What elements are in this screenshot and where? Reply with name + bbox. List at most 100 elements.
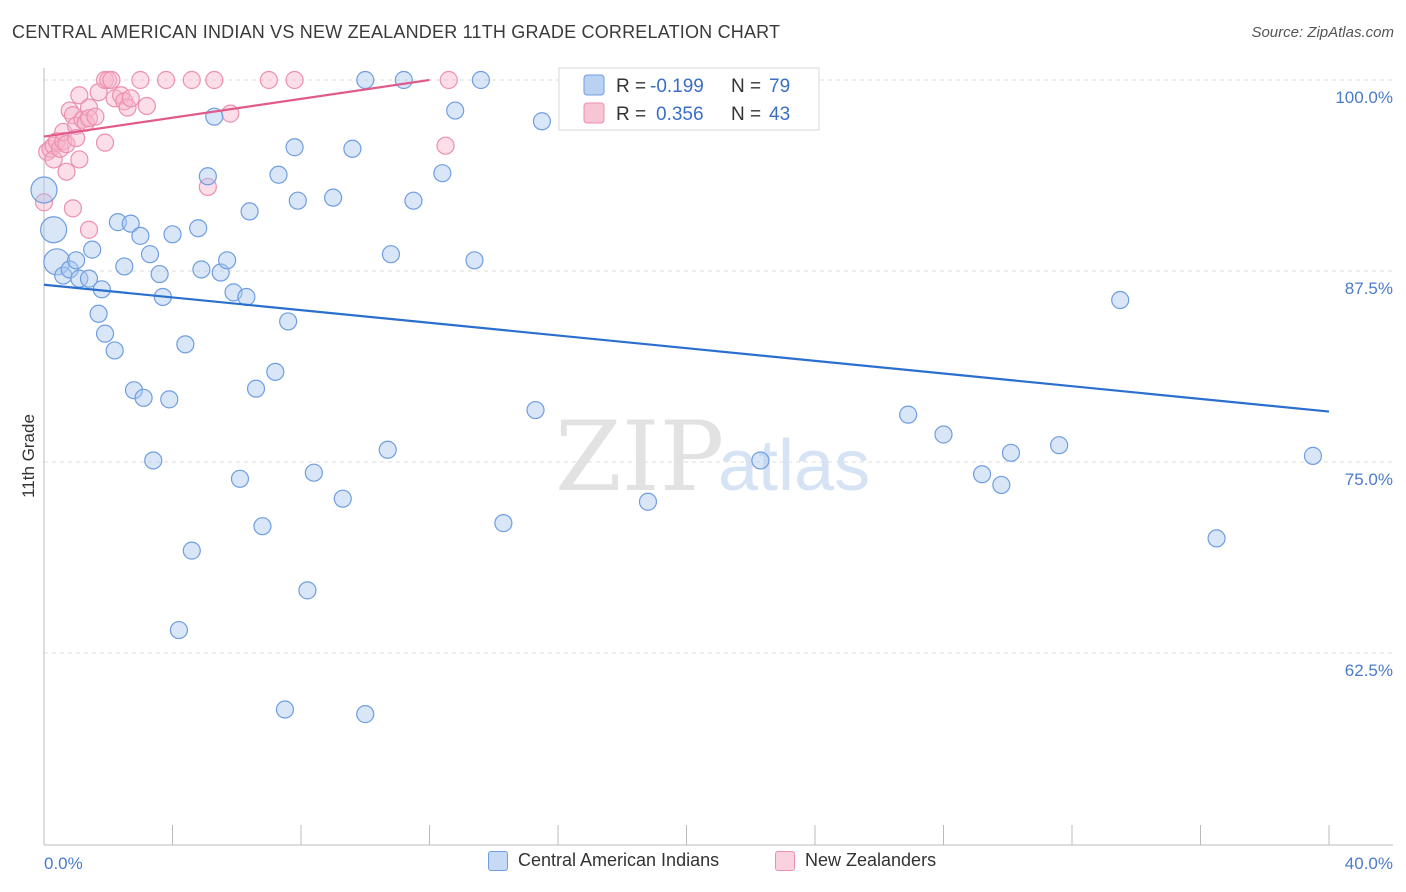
blue-point-55 [394,70,413,90]
blue-point-49 [333,489,352,508]
chart-title: CENTRAL AMERICAN INDIAN VS NEW ZEALANDER… [12,22,781,42]
legend-swatch-new-zealanders [775,850,795,871]
blue-point-19 [140,245,160,264]
pink-point-33 [121,89,140,108]
pink-point-25 [95,133,115,152]
trend-line-central-american-indians [43,283,1330,413]
watermark-atlas: atlas [718,426,870,506]
pink-point-43 [436,136,455,155]
pink-point-37 [182,70,201,90]
blue-point-24 [163,225,182,244]
legend-n-label-2: N = [731,104,761,125]
blue-point-75 [1111,290,1130,310]
y-tick-label-87.5: 87.5% [1345,279,1393,298]
blue-point-67 [751,451,770,470]
blue-point-37 [240,202,259,221]
blue-point-50 [343,139,362,158]
blue-point-69 [899,405,918,424]
legend-r-value-2: 0.356 [656,104,704,125]
blue-point-18 [134,388,153,407]
blue-point-30 [198,167,217,186]
legend-swatch-pink [583,102,605,124]
blue-point-15 [121,214,140,233]
blue-point-52 [356,70,375,90]
blue-point-40 [266,362,285,381]
pink-point-16 [70,150,89,169]
blue-point-14 [115,257,134,276]
blue-point-4 [60,260,79,279]
blue-point-70 [934,425,953,444]
blue-point-38 [246,379,266,398]
pink-point-10 [57,162,76,181]
blue-point-28 [189,219,208,238]
x-axis-ticks [43,825,1330,845]
y-tick-label-100: 100.0% [1335,88,1393,107]
blue-point-0 [30,176,58,204]
blue-point-29 [192,260,211,279]
pink-point-39 [205,70,224,90]
pink-point-28 [102,70,121,90]
legend-label-central-american-indians: Central American Indians [518,850,720,870]
pink-point-41 [259,70,278,90]
pink-point-42 [285,70,304,90]
central-american-indians-points [30,70,1323,724]
new-zealanders-points [34,70,458,239]
blue-point-9 [89,304,108,323]
blue-point-21 [150,264,169,284]
legend-item-central-american-indians: Central American Indians [488,850,719,871]
blue-point-71 [972,465,992,484]
series-legend: Central American Indians New Zealanders [0,850,1406,880]
blue-point-35 [230,469,250,488]
blue-point-60 [471,70,490,90]
legend-r-label-1: R = [616,76,646,97]
pink-point-0 [34,193,54,212]
blue-point-39 [253,517,272,536]
legend-n-label-1: N = [731,76,761,97]
correlation-legend: R = -0.199 N = 79 R = 0.356 N = 43 [558,67,820,131]
blue-point-26 [176,335,195,354]
blue-point-76 [1207,529,1226,548]
blue-point-48 [324,188,343,207]
legend-item-new-zealanders: New Zealanders [775,850,936,871]
legend-n-value-2: 43 [769,104,790,125]
pink-point-35 [137,96,156,116]
blue-point-2 [43,248,71,276]
blue-point-62 [526,400,545,420]
y-tick-labels: 100.0% 87.5% 75.0% 62.5% [1335,88,1393,680]
pink-point-15 [67,128,86,148]
blue-point-44 [285,138,304,157]
blue-point-17 [131,226,150,245]
pink-point-22 [79,220,99,239]
blue-point-61 [494,514,513,533]
y-axis-title: 11th Grade [19,414,38,498]
blue-point-25 [169,620,189,640]
pink-point-4 [44,150,63,169]
blue-point-63 [532,112,552,131]
blue-point-23 [160,390,179,409]
blue-point-33 [218,251,237,270]
watermark-zip: ZIP [555,401,724,513]
legend-swatch-central-american-indians [488,850,508,871]
blue-point-54 [381,245,401,264]
x-tick-label-max: 40.0% [1345,854,1393,873]
blue-point-47 [304,463,323,482]
blue-point-77 [1303,446,1323,465]
pink-point-23 [86,107,105,126]
blue-point-53 [378,440,397,459]
axes [43,68,1393,846]
blue-point-59 [465,251,484,270]
grid-lines [44,79,1393,654]
blue-point-56 [404,191,423,210]
blue-point-8 [83,240,102,259]
x-tick-label-min: 0.0% [44,854,83,873]
pink-point-21 [79,109,99,128]
blue-point-20 [144,451,163,470]
trend-line-new-zealanders [43,78,430,138]
y-tick-label-62.5: 62.5% [1345,661,1393,680]
blue-point-42 [275,700,295,719]
blue-point-1 [40,216,68,244]
blue-point-74 [1050,436,1069,455]
blue-point-46 [298,581,317,600]
pink-point-44 [439,70,458,90]
